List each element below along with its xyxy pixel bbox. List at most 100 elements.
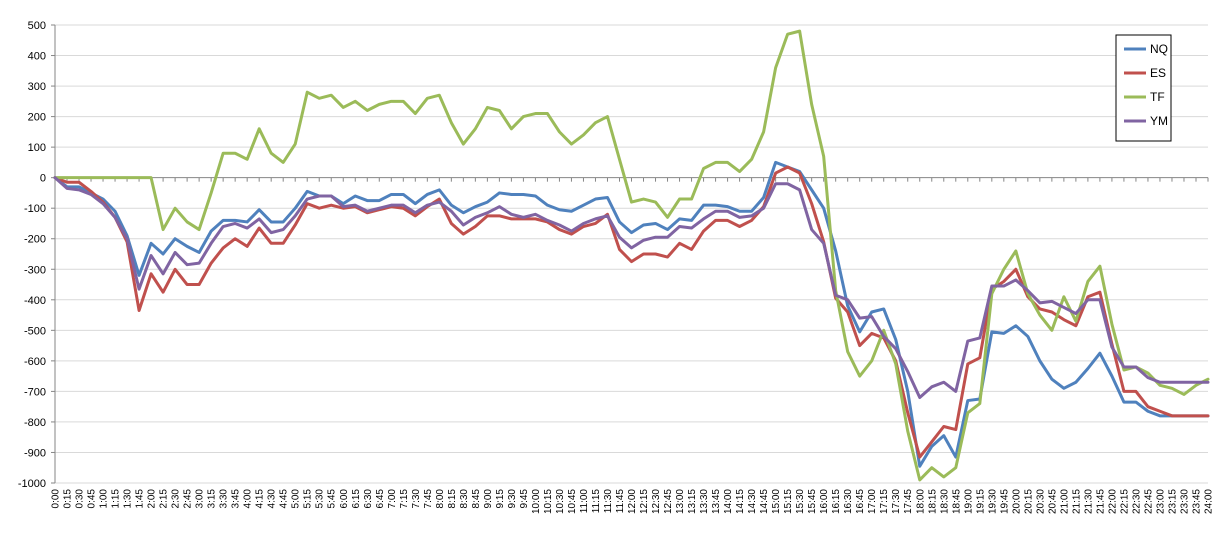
x-tick-label: 3:45 [231,489,242,509]
x-tick-label: 8:15 [447,489,458,509]
y-tick-label: -300 [24,264,46,276]
x-tick-label: 8:30 [459,489,470,509]
x-tick-label: 18:00 [915,489,926,514]
x-tick-label: 12:45 [663,489,674,514]
y-axis: 500 400 300 200 100 0 -100 -200 -300 -400 -500 -600… [18,20,56,490]
y-tick-label: 100 [28,142,46,154]
x-tick-label: 9:00 [483,489,494,509]
legend-label-tf: TF [1150,90,1165,104]
x-tick-label: 10:15 [543,489,554,514]
x-tick-label: 16:00 [819,489,830,514]
x-tick-label: 6:15 [351,489,362,509]
x-tick-label: 1:00 [99,489,110,509]
x-tick-label: 21:15 [1071,489,1082,514]
series-line-tf [53,29,1210,482]
y-tick-label: -600 [24,356,46,368]
x-tick-label: 5:00 [291,489,302,509]
x-tick-label: 22:15 [1119,489,1130,514]
x-tick-label: 7:45 [423,489,434,509]
x-tick-label: 17:30 [891,489,902,514]
x-tick-label: 12:15 [639,489,650,514]
x-axis: 0:00 0:15 0:30 0:45 1:00 1:15 1:30 1:45 2:00 2:15… [51,177,1215,514]
x-tick-label: 14:45 [759,489,770,514]
legend-box [1115,34,1172,142]
gridlines [55,24,1208,484]
x-tick-label: 7:15 [399,489,410,509]
x-tick-label: 24:00 [1204,489,1215,514]
x-tick-label: 1:15 [111,489,122,509]
x-tick-label: 11:30 [603,489,614,514]
x-tick-label: 0:45 [87,489,98,509]
x-tick-label: 20:15 [1023,489,1034,514]
series-line-es [53,165,1210,459]
x-tick-label: 0:30 [75,489,86,509]
x-tick-label: 17:15 [879,489,890,514]
y-tick-label: -1000 [18,478,46,490]
x-tick-label: 7:00 [387,489,398,509]
y-tick-label: -400 [24,295,46,307]
x-tick-label: 11:15 [591,489,602,514]
x-tick-label: 17:00 [867,489,878,514]
x-tick-label: 12:00 [627,489,638,514]
x-tick-label: 11:45 [615,489,626,514]
x-tick-label: 4:15 [255,489,266,509]
x-tick-label: 17:45 [903,489,914,514]
x-tick-label: 21:00 [1059,489,1070,514]
x-tick-label: 5:45 [327,489,338,509]
x-tick-label: 22:30 [1131,489,1142,514]
x-tick-label: 16:45 [855,489,866,514]
x-tick-label: 19:45 [999,489,1010,514]
x-tick-label: 8:00 [435,489,446,509]
x-tick-label: 18:45 [951,489,962,514]
x-tick-label: 22:00 [1107,489,1118,514]
x-tick-label: 1:45 [135,489,146,509]
legend-label-es: ES [1150,66,1166,80]
x-tick-label: 15:30 [795,489,806,514]
x-tick-label: 15:00 [771,489,782,514]
x-tick-label: 3:00 [195,489,206,509]
x-tick-label: 2:00 [147,489,158,509]
x-tick-label: 6:30 [363,489,374,509]
x-tick-label: 21:45 [1095,489,1106,514]
x-tick-label: 12:30 [651,489,662,514]
x-tick-label: 3:30 [219,489,230,509]
y-tick-label: 300 [28,81,46,93]
x-tick-label: 4:45 [279,489,290,509]
y-tick-label: -500 [24,325,46,337]
x-tick-label: 23:15 [1167,489,1178,514]
x-tick-label: 10:30 [555,489,566,514]
series-line-ym [53,176,1210,400]
x-tick-label: 7:30 [411,489,422,509]
x-tick-label: 8:45 [471,489,482,509]
x-tick-label: 22:45 [1143,489,1154,514]
x-tick-label: 0:15 [63,489,74,509]
x-tick-label: 19:30 [987,489,998,514]
x-tick-label: 15:15 [783,489,794,514]
x-tick-label: 14:15 [735,489,746,514]
x-tick-label: 9:45 [519,489,530,509]
x-tick-label: 10:00 [531,489,542,514]
x-tick-label: 11:00 [579,489,590,514]
x-tick-label: 14:00 [723,489,734,514]
x-tick-label: 16:15 [831,489,842,514]
x-tick-label: 18:30 [939,489,950,514]
x-tick-label: 6:00 [339,489,350,509]
series-lines [53,29,1210,482]
x-tick-label: 4:00 [243,489,254,509]
legend-label-ym: YM [1150,114,1168,128]
x-tick-label: 19:00 [963,489,974,514]
y-tick-label: -900 [24,447,46,459]
series-line-nq [53,160,1210,468]
x-tick-label: 5:30 [315,489,326,509]
x-tick-label: 15:45 [807,489,818,514]
x-tick-label: 14:30 [747,489,758,514]
x-tick-label: 13:45 [711,489,722,514]
y-tick-label: 200 [28,112,46,124]
y-tick-label: 400 [28,51,46,63]
x-tick-label: 2:45 [183,489,194,509]
x-tick-label: 18:15 [927,489,938,514]
x-tick-label: 21:30 [1083,489,1094,514]
x-tick-label: 23:30 [1179,489,1190,514]
x-tick-label: 20:00 [1011,489,1022,514]
